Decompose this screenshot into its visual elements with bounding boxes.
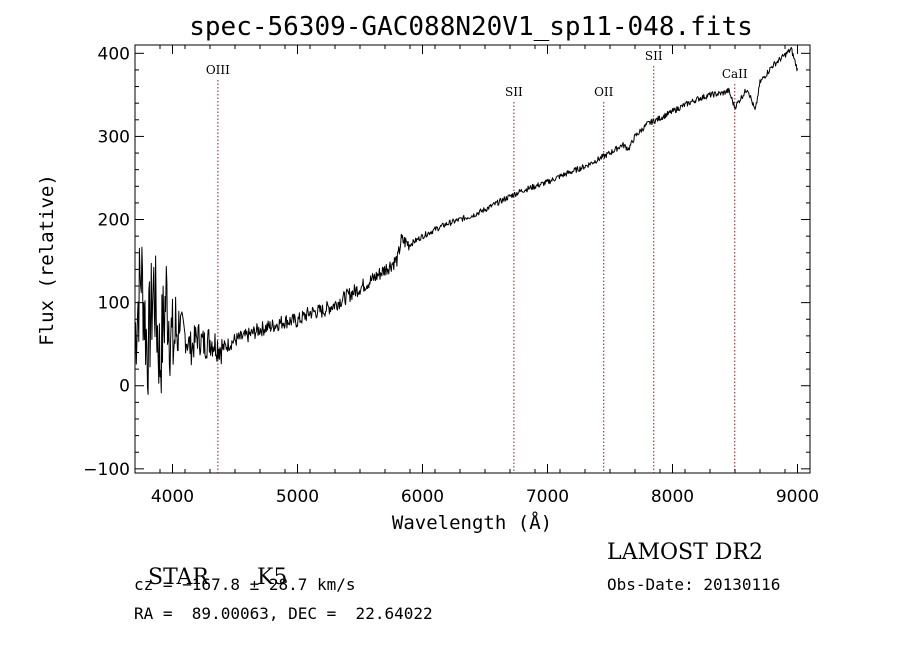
x-tick-label: 8000	[651, 487, 694, 507]
x-tick-label: 4000	[151, 487, 194, 507]
axis-ticks: 4000 5000 6000 7000 8000 9000 −100 0 100 200 300 40…	[83, 44, 819, 507]
y-tick-label: −100	[83, 460, 130, 480]
x-tick-label: 7000	[526, 487, 569, 507]
y-tick-label: 0	[119, 377, 130, 397]
survey-label: LAMOST DR2	[607, 540, 763, 565]
object-class: STAR K5	[134, 540, 287, 590]
emission-lines: OIII SII OII SII CaII	[206, 49, 748, 473]
class-label: STAR	[148, 565, 209, 590]
emission-line-label: OII	[594, 85, 614, 99]
y-tick-label: 200	[98, 211, 130, 231]
spectrum-chart: spec-56309-GAC088N20V1_sp11-048.fits OII…	[36, 12, 819, 534]
plot-frame	[134, 44, 811, 474]
spectrum-series	[134, 47, 798, 395]
y-tick-label: 100	[98, 294, 130, 314]
y-tick-label: 400	[98, 44, 130, 64]
x-axis-label: Wavelength (Å)	[392, 511, 552, 534]
subclass-label: K5	[257, 565, 288, 590]
x-tick-label: 6000	[401, 487, 444, 507]
y-tick-label: 300	[98, 127, 130, 147]
emission-line-label: OIII	[206, 63, 230, 77]
spectrum-line	[134, 47, 798, 395]
x-tick-label: 9000	[776, 487, 819, 507]
velocity-line: cz = −167.8 ± 28.7 km/s	[134, 575, 356, 594]
emission-line-label: SII	[645, 49, 663, 63]
x-tick-label: 5000	[276, 487, 319, 507]
y-axis-label: Flux (relative)	[36, 174, 58, 346]
emission-line-label: CaII	[722, 67, 748, 81]
emission-line-label: SII	[505, 85, 523, 99]
obs-date: Obs-Date: 20130116	[607, 575, 781, 594]
coordinates-line: RA = 89.00063, DEC = 22.64022	[134, 604, 433, 623]
chart-title: spec-56309-GAC088N20V1_sp11-048.fits	[189, 12, 753, 42]
